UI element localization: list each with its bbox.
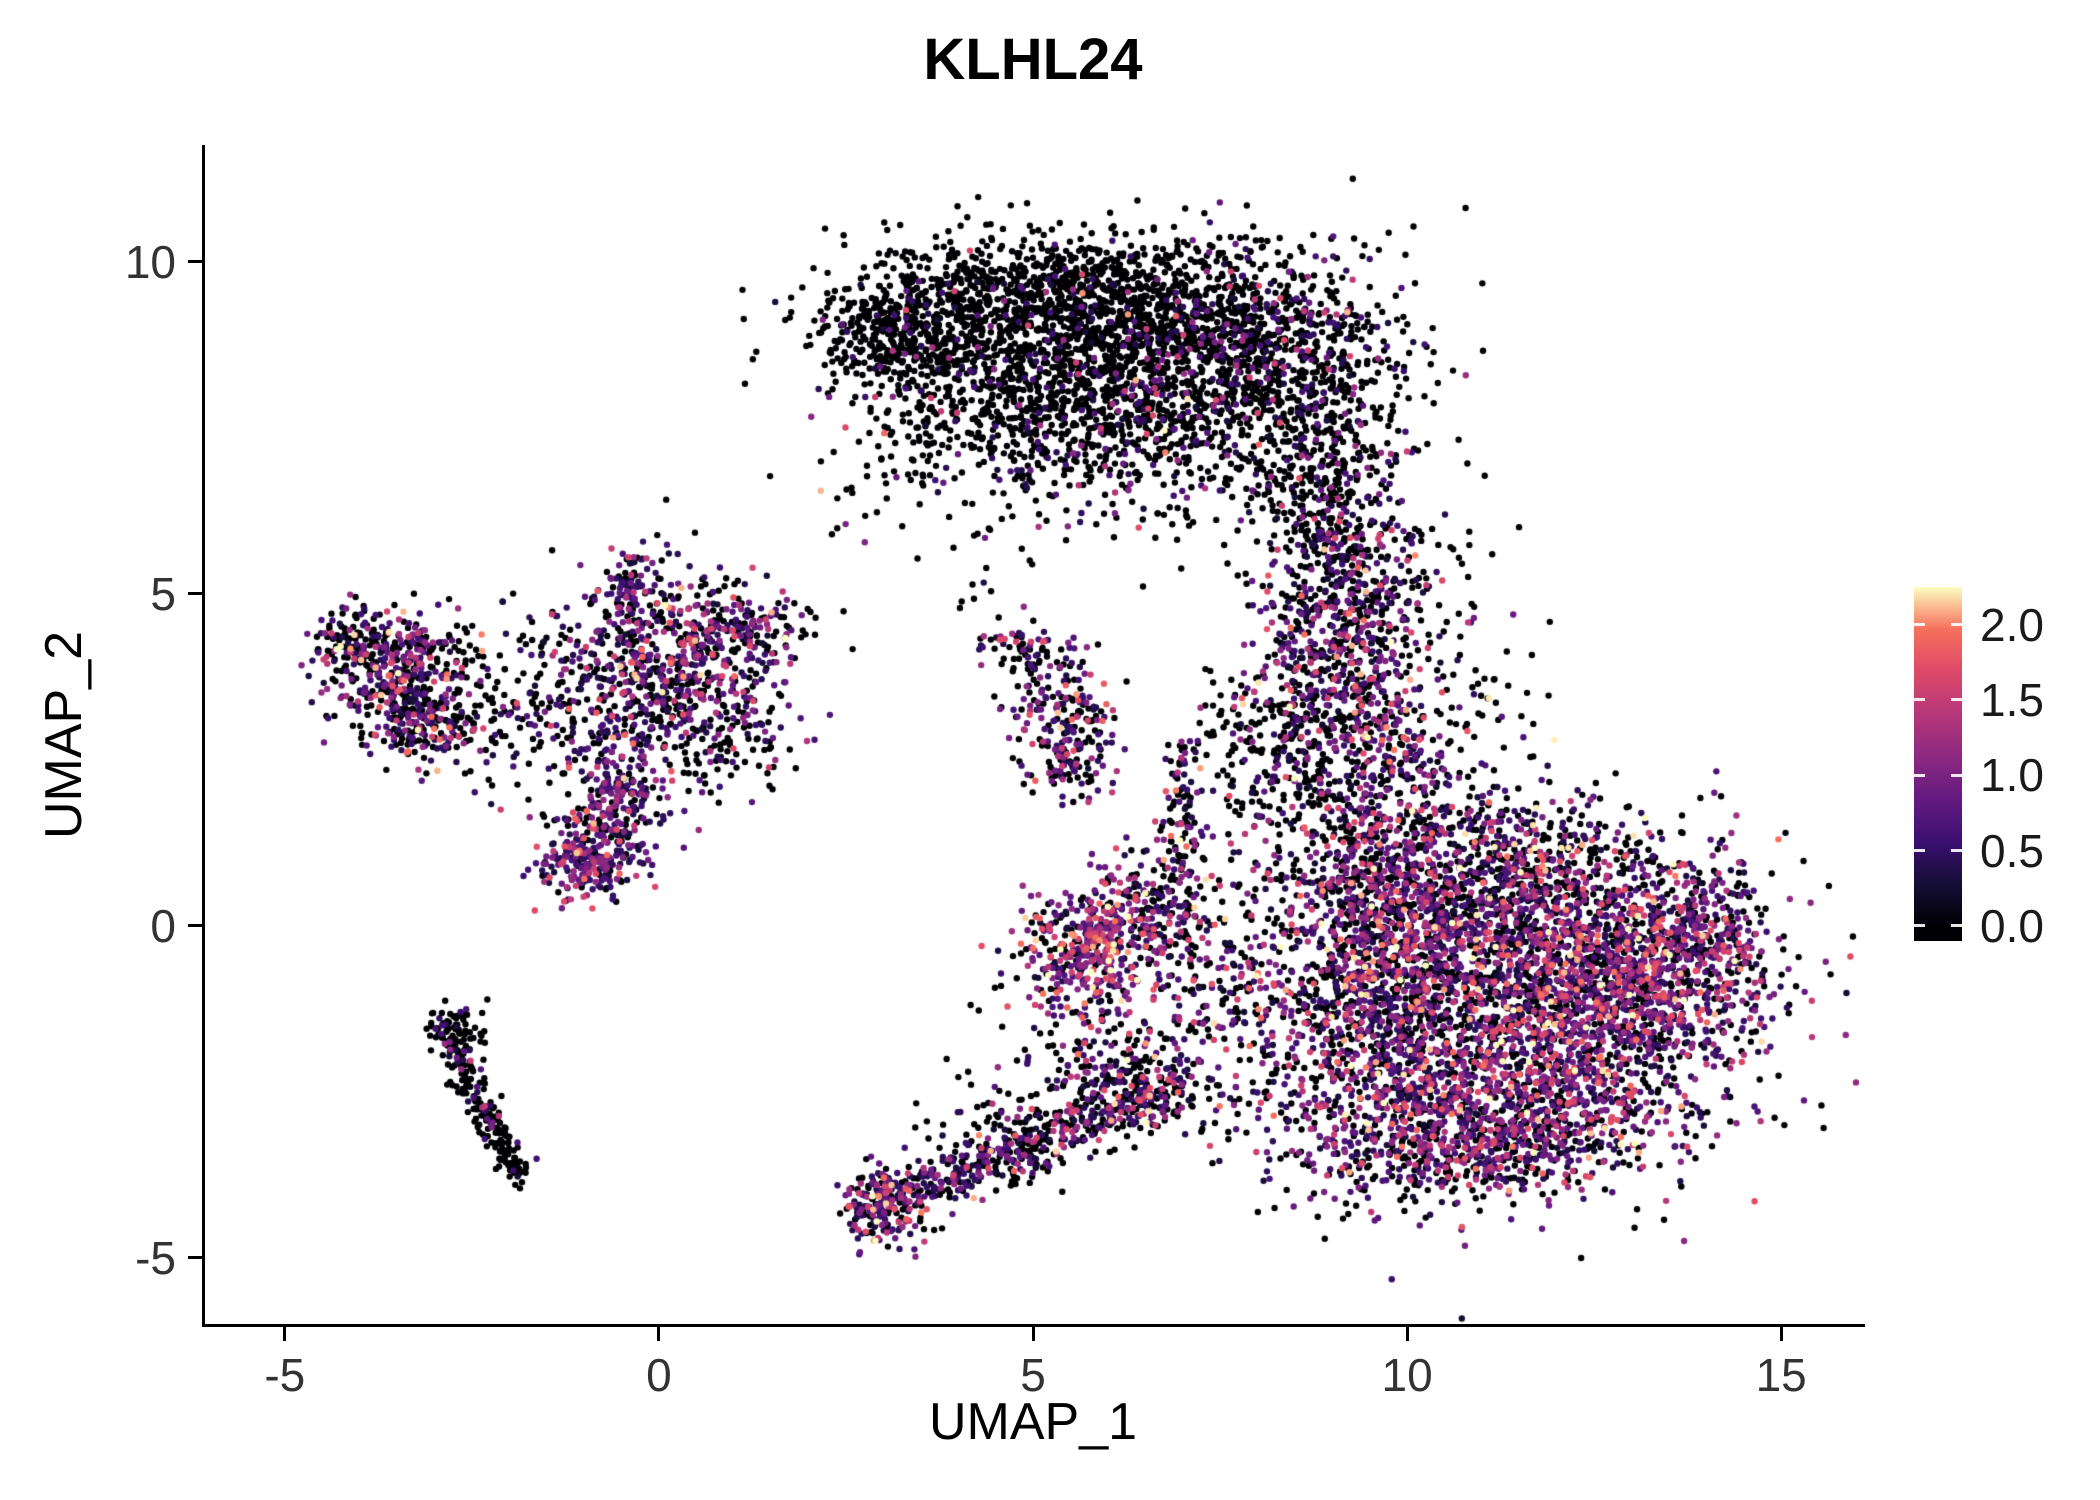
colorbar-gradient bbox=[1914, 587, 1962, 941]
y-tick-mark bbox=[188, 924, 202, 928]
colorbar-label: 0.5 bbox=[1980, 824, 2044, 877]
y-tick-mark bbox=[188, 592, 202, 596]
y-tick-mark bbox=[188, 1256, 202, 1260]
x-tick-mark bbox=[657, 1327, 661, 1341]
x-tick-mark bbox=[283, 1327, 287, 1341]
colorbar-tick-mark bbox=[1914, 623, 1925, 627]
chart-title: KLHL24 bbox=[923, 27, 1143, 92]
colorbar-tick-mark bbox=[1914, 698, 1925, 702]
colorbar-label: 2.0 bbox=[1980, 598, 2044, 651]
colorbar-tick-mark bbox=[1951, 773, 1962, 777]
x-axis-line bbox=[202, 1324, 1865, 1327]
colorbar-tick-mark bbox=[1951, 698, 1962, 702]
colorbar-label: 1.5 bbox=[1980, 673, 2044, 726]
y-tick-label: 10 bbox=[124, 235, 176, 288]
colorbar-tick-mark bbox=[1914, 924, 1925, 928]
x-tick-label: -5 bbox=[264, 1349, 306, 1401]
y-tick-label: 5 bbox=[150, 567, 176, 620]
x-tick-mark bbox=[1779, 1327, 1783, 1341]
colorbar-tick-mark bbox=[1914, 849, 1925, 853]
colorbar-tick-mark bbox=[1951, 623, 1962, 627]
x-tick-label: 5 bbox=[1020, 1349, 1046, 1401]
x-tick-mark bbox=[1031, 1327, 1035, 1341]
y-axis-title: UMAP_2 bbox=[35, 630, 93, 840]
y-tick-mark bbox=[188, 260, 202, 264]
y-tick-label: -5 bbox=[135, 1231, 176, 1284]
x-tick-label: 0 bbox=[646, 1349, 672, 1401]
colorbar-label: 0.0 bbox=[1980, 899, 2044, 952]
x-tick-mark bbox=[1405, 1327, 1409, 1341]
colorbar bbox=[1914, 587, 1962, 941]
x-tick-label: 10 bbox=[1381, 1349, 1433, 1401]
x-axis-title: UMAP_1 bbox=[928, 1393, 1138, 1451]
colorbar-label: 1.0 bbox=[1980, 749, 2044, 802]
colorbar-tick-mark bbox=[1951, 924, 1962, 928]
x-tick-label: 15 bbox=[1755, 1349, 1807, 1401]
colorbar-tick-mark bbox=[1951, 849, 1962, 853]
colorbar-tick-mark bbox=[1914, 773, 1925, 777]
y-axis-line bbox=[202, 145, 205, 1327]
y-tick-label: 0 bbox=[150, 899, 176, 952]
